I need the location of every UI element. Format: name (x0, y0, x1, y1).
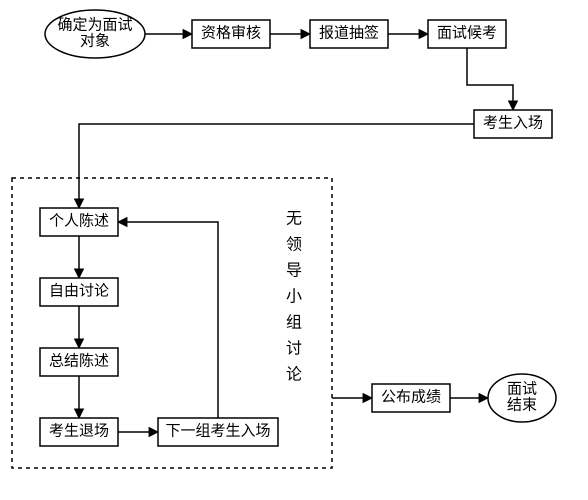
group-label-char: 导 (286, 262, 302, 280)
node-stmt: 个人陈述 (40, 208, 118, 236)
node-label: 考生退场 (49, 422, 109, 439)
node-disc: 自由讨论 (40, 278, 118, 306)
node-label: 下一组考生入场 (165, 422, 270, 439)
node-label: 确定为面试 (57, 16, 132, 33)
group-label-char: 讨 (286, 340, 302, 358)
node-label: 面试候考 (437, 24, 497, 41)
node-summ: 总结陈述 (40, 348, 118, 376)
node-label: 自由讨论 (49, 282, 109, 299)
node-draw: 报道抽签 (310, 20, 388, 48)
node-end: 面试结束 (488, 374, 556, 422)
node-label: 资格审核 (201, 24, 261, 41)
node-label: 考生入场 (483, 114, 543, 131)
group-label-char: 无 (286, 211, 302, 228)
node-label: 报道抽签 (319, 24, 379, 41)
edge-enter-stmt (79, 124, 474, 208)
group-label-char: 领 (286, 236, 302, 254)
node-exit: 考生退场 (40, 418, 118, 446)
edge-next-stmt (118, 222, 218, 418)
node-wait: 面试候考 (428, 20, 506, 48)
node-label: 结束 (507, 396, 537, 413)
node-enter: 考生入场 (474, 110, 552, 138)
node-pub: 公布成绩 (372, 384, 450, 412)
group-label-char: 论 (286, 366, 302, 384)
node-qual: 资格审核 (192, 20, 270, 48)
node-label: 公布成绩 (381, 388, 441, 405)
group-label-char: 小 (286, 288, 302, 306)
node-label: 个人陈述 (49, 211, 109, 229)
node-label: 对象 (80, 32, 110, 49)
node-label: 面试 (507, 380, 537, 397)
node-label: 总结陈述 (49, 351, 109, 369)
edge-wait-enter (467, 48, 513, 110)
node-next: 下一组考生入场 (158, 418, 278, 446)
group-label-char: 组 (286, 314, 302, 332)
node-start: 确定为面试对象 (45, 10, 145, 58)
